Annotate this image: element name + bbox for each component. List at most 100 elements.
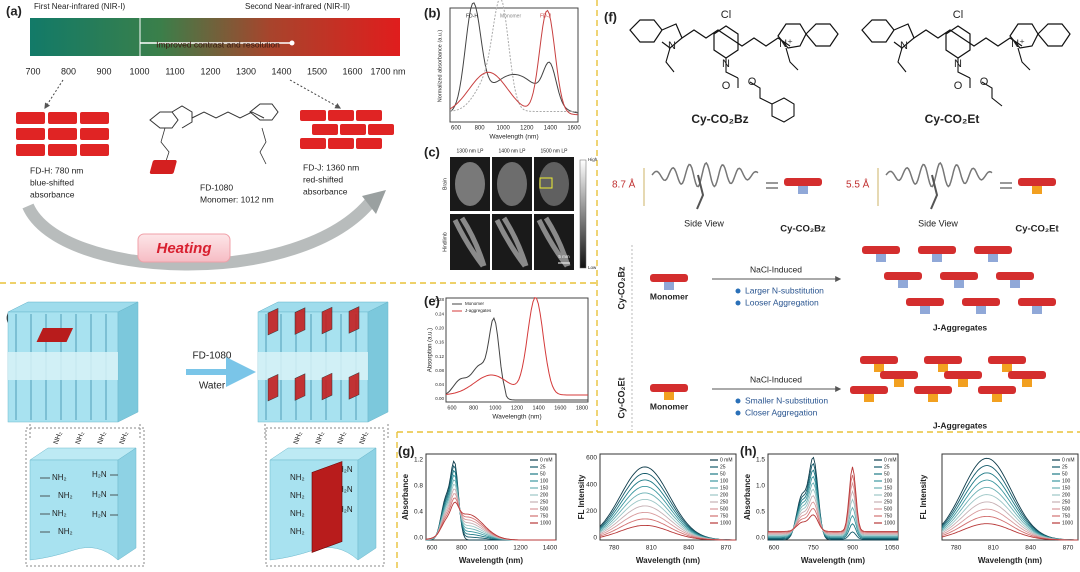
label: Absorption (a.u.) xyxy=(428,328,434,372)
legend-label: 25 xyxy=(884,464,890,470)
legend-label: 1000 xyxy=(884,520,895,526)
label: Normalized absorbance (a.u.) xyxy=(437,30,443,103)
curve xyxy=(768,469,898,539)
molecule xyxy=(945,25,971,59)
label: NH₂ xyxy=(290,491,305,500)
panel-label: (g) xyxy=(398,443,415,458)
tick-label: 0.04 xyxy=(435,382,444,387)
structure-model xyxy=(651,161,759,188)
atom: Cl xyxy=(953,9,963,21)
zoom-side xyxy=(357,447,377,561)
zoom-top xyxy=(29,447,137,461)
label: FD-J: 1360 nm xyxy=(303,162,359,172)
material-side xyxy=(117,301,139,423)
icon-disc xyxy=(914,386,952,394)
dye-block xyxy=(300,138,326,149)
hindlimb xyxy=(536,216,571,268)
label: Side View xyxy=(918,218,958,228)
material-top xyxy=(7,301,139,313)
icon-stem xyxy=(1022,377,1032,387)
dye-in-channel xyxy=(267,373,279,402)
legend-label: 50 xyxy=(1062,471,1068,477)
zoom-side xyxy=(117,447,137,561)
tick-label: 1600 xyxy=(567,126,581,132)
tick-label: 0.4 xyxy=(414,509,423,516)
icon-disc xyxy=(1018,298,1056,306)
icon-disc xyxy=(996,272,1034,280)
legend-label: 100 xyxy=(540,478,549,484)
label: NH₂ xyxy=(52,473,67,482)
icon-stem xyxy=(1010,278,1020,288)
atom: N xyxy=(668,40,676,52)
curve xyxy=(425,501,556,541)
label: J-Aggregates xyxy=(933,322,988,332)
molecule xyxy=(160,127,267,165)
tick-label: 1000 xyxy=(489,405,501,411)
label: 8.7 Å xyxy=(612,178,636,191)
tick-label: 0.00 xyxy=(435,396,444,401)
dye-in-channel xyxy=(294,307,306,335)
legend-label: 25 xyxy=(720,464,726,470)
dye-block xyxy=(149,160,177,174)
atom: N xyxy=(954,58,962,70)
legend-label: 0 mM xyxy=(884,457,897,463)
legend-label: 25 xyxy=(540,464,546,470)
icon-stem xyxy=(894,377,904,387)
label: NH₂ xyxy=(337,431,348,446)
dye-in-channel xyxy=(321,306,333,335)
heating-label: Heating xyxy=(156,240,211,257)
brain xyxy=(455,162,485,206)
legend-label: 0 mM xyxy=(720,457,733,463)
label: FD-H: 780 nm xyxy=(30,165,83,175)
curve xyxy=(768,488,898,536)
zoom-block xyxy=(29,459,119,561)
bullet xyxy=(735,410,741,416)
dye-block xyxy=(300,110,326,121)
tick-label: 0.24 xyxy=(435,311,444,316)
legend-label: 100 xyxy=(720,478,729,484)
panel-label: (a) xyxy=(6,3,22,18)
icon-disc xyxy=(862,246,900,254)
label: NH₂ xyxy=(290,509,305,518)
atom: N⁺ xyxy=(779,38,793,50)
hindlimb xyxy=(494,216,529,268)
icon-disc xyxy=(906,298,944,306)
label: Cy-CO₂Bz xyxy=(616,266,626,310)
plot-frame xyxy=(449,7,579,123)
molecule xyxy=(913,29,1023,47)
label: absorbance xyxy=(303,186,348,196)
brain xyxy=(497,162,527,206)
legend-label: 750 xyxy=(884,513,893,519)
icon-disc xyxy=(884,272,922,280)
label: Water xyxy=(199,381,226,392)
tick-label: 800 xyxy=(475,126,486,132)
tick-label: 1050 xyxy=(885,545,900,552)
label: FD-H xyxy=(466,13,478,19)
legend-label: 750 xyxy=(720,513,729,519)
label: NH₂ xyxy=(290,473,305,482)
tick-label: 0.8 xyxy=(414,483,423,490)
atom: Cl xyxy=(721,9,731,21)
label: 5.5 Å xyxy=(846,178,870,191)
label: Wavelength (nm) xyxy=(492,414,541,421)
legend-label: 150 xyxy=(884,485,893,491)
label: High xyxy=(588,157,598,162)
tick-label: 1400 xyxy=(533,405,545,411)
dye-block xyxy=(16,112,45,124)
legend-label: 150 xyxy=(540,485,549,491)
tick-label: 1.5 xyxy=(756,457,765,464)
icon-stem xyxy=(664,280,674,290)
dye-sheet xyxy=(311,461,343,553)
bullet xyxy=(735,398,741,404)
icon-stem xyxy=(1032,184,1042,194)
tick-label: 1800 xyxy=(576,405,588,411)
icon-disc xyxy=(924,356,962,364)
tick-label: 1000 xyxy=(129,66,149,76)
tick-label: 1200 xyxy=(513,545,528,552)
molecule xyxy=(1009,23,1071,49)
curve xyxy=(768,481,898,534)
icon-disc xyxy=(974,246,1012,254)
curve xyxy=(768,482,898,537)
atom: O xyxy=(980,76,989,88)
icon-disc xyxy=(1008,371,1046,379)
